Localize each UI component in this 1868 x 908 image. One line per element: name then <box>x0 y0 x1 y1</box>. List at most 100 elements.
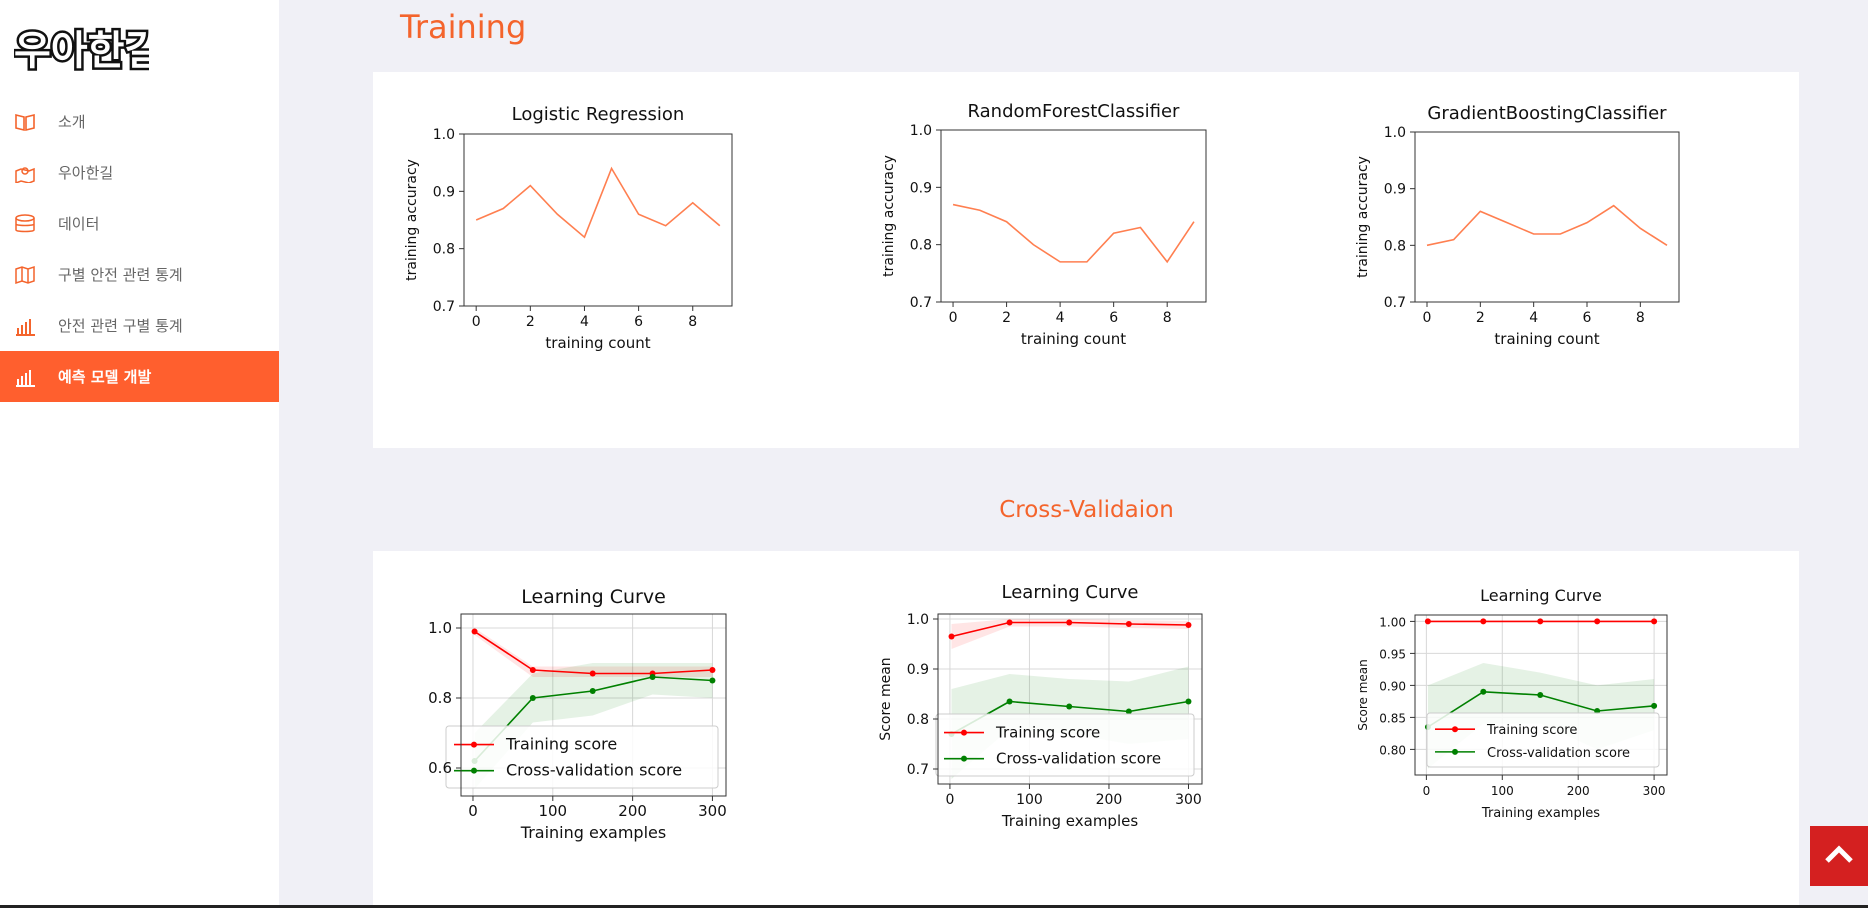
data-point <box>709 677 716 684</box>
x-axis-label: training count <box>1494 330 1599 348</box>
sidebar-item-label: 우아한길 <box>58 164 114 182</box>
chart-learning-curve-3: Learning Curve Training score Cross-valida… <box>1356 586 1668 821</box>
y-axis-label: training accuracy <box>1355 156 1371 278</box>
chart-title: GradientBoostingClassifier <box>1427 103 1667 124</box>
section-title-cross-validation: Cross-Validaion <box>0 497 1868 523</box>
legend-marker <box>961 755 967 762</box>
map-icon <box>15 265 35 285</box>
plot-frame <box>940 129 1207 303</box>
section-title-cross-validation-text: Cross-Validaion <box>999 497 1174 523</box>
cross-validation-panel: Learning Curve Training score Cross-valida… <box>373 551 1799 908</box>
plot-frame <box>1414 131 1680 303</box>
legend-marker <box>471 767 477 774</box>
legend-label: Cross-validation score <box>1487 746 1630 761</box>
chart-title: Learning Curve <box>1002 582 1139 603</box>
y-tick-label: 0.85 <box>1379 711 1406 725</box>
legend-marker <box>471 741 477 748</box>
y-tick-label: 0.6 <box>428 759 452 777</box>
x-axis-label: Training examples <box>1001 812 1139 830</box>
x-tick-label: 6 <box>634 314 643 330</box>
y-axis-label: Score mean <box>878 657 894 740</box>
y-tick-label: 0.7 <box>910 295 932 311</box>
sidebar-item-label: 소개 <box>58 113 86 131</box>
y-tick-label: 0.8 <box>428 689 452 707</box>
confidence-band <box>474 663 713 789</box>
logo-text: 우아한길 <box>14 28 149 74</box>
bottom-divider <box>0 905 1868 908</box>
x-tick-label: 6 <box>1583 310 1592 326</box>
x-tick-label: 8 <box>688 314 697 330</box>
x-tick-label: 0 <box>1423 784 1431 798</box>
sidebar: 우아한길 소개 우아한길 데이터 구별 안전 관련 통계 안전 관련 구별 통계… <box>0 0 279 908</box>
bar-chart-icon <box>16 319 35 336</box>
map-pin-icon <box>15 167 35 183</box>
plot-frame <box>460 613 727 797</box>
sidebar-item-label: 안전 관련 구별 통계 <box>58 317 183 335</box>
chart-learning-curve-1: Learning Curve Training score Cross-valida… <box>428 586 727 842</box>
y-tick-label: 1.00 <box>1379 615 1406 629</box>
data-point <box>1006 619 1013 626</box>
y-tick-label: 0.8 <box>1384 238 1406 254</box>
data-point <box>1006 698 1013 705</box>
x-tick-label: 300 <box>1643 784 1666 798</box>
data-point <box>589 670 596 677</box>
legend-box <box>1426 712 1660 768</box>
x-axis-label: Training examples <box>520 823 666 842</box>
data-point <box>1125 621 1132 627</box>
data-point <box>649 674 656 680</box>
x-axis-label: training count <box>1021 330 1126 348</box>
sidebar-item-safety-stats[interactable]: 안전 관련 구별 통계 <box>0 300 279 351</box>
chart-learning-curve-2: Learning Curve Training score Cross-valida… <box>878 582 1203 830</box>
x-tick-label: 8 <box>1163 310 1172 326</box>
y-tick-label: 1.0 <box>1384 125 1406 141</box>
legend-marker <box>1452 748 1458 755</box>
x-tick-label: 2 <box>526 314 535 330</box>
sidebar-item-model[interactable]: 예측 모델 개발 <box>0 351 279 402</box>
x-tick-label: 4 <box>1056 310 1065 326</box>
plot-frame <box>1414 614 1668 776</box>
data-point <box>1480 688 1487 695</box>
y-tick-label: 0.7 <box>1384 295 1406 311</box>
y-tick-label: 1.0 <box>428 619 452 637</box>
y-tick-label: 0.8 <box>907 712 929 728</box>
section-title-training: Training <box>400 8 527 46</box>
legend-box <box>445 725 719 789</box>
y-axis-label: Score mean <box>1356 659 1370 730</box>
database-icon <box>15 214 35 233</box>
sidebar-item-district-stats[interactable]: 구별 안전 관련 통계 <box>0 249 279 300</box>
y-tick-label: 0.7 <box>907 762 929 778</box>
y-tick-label: 0.80 <box>1379 743 1406 757</box>
site-logo[interactable]: 우아한길 <box>12 24 164 78</box>
data-point <box>529 667 536 673</box>
y-tick-label: 0.95 <box>1379 647 1406 661</box>
sidebar-item-intro[interactable]: 소개 <box>0 96 279 147</box>
plot-frame <box>463 133 733 307</box>
data-point <box>948 633 955 640</box>
sidebar-nav: 소개 우아한길 데이터 구별 안전 관련 통계 안전 관련 구별 통계 예측 모… <box>0 96 279 402</box>
y-tick-label: 0.8 <box>433 242 455 258</box>
x-tick-label: 300 <box>698 802 727 820</box>
data-point <box>1424 618 1431 625</box>
x-tick-label: 100 <box>1491 784 1514 798</box>
data-point <box>1125 708 1132 715</box>
x-tick-label: 200 <box>1096 792 1123 808</box>
book-icon <box>15 113 35 132</box>
y-tick-label: 1.0 <box>910 123 932 139</box>
sidebar-item-data[interactable]: 데이터 <box>0 198 279 249</box>
legend-label: Cross-validation score <box>506 761 682 780</box>
data-point <box>1185 698 1192 705</box>
sidebar-item-route[interactable]: 우아한길 <box>0 147 279 198</box>
series-line <box>475 166 721 239</box>
x-tick-label: 200 <box>1567 784 1590 798</box>
legend-label: Cross-validation score <box>996 750 1161 768</box>
x-tick-label: 2 <box>1002 310 1011 326</box>
y-tick-label: 0.9 <box>907 662 929 678</box>
legend-box <box>935 713 1195 777</box>
legend-label: Training score <box>505 735 617 754</box>
series-line <box>952 203 1195 264</box>
legend-label: Training score <box>1486 723 1577 738</box>
chart-title: RandomForestClassifier <box>968 101 1181 122</box>
scroll-top-button[interactable] <box>1810 826 1868 886</box>
chart-random-forest: RandomForestClassifier 0 2 4 6 8 0.7 0.8 0.9 1.0 t… <box>881 101 1207 348</box>
y-tick-label: 0.9 <box>433 184 455 200</box>
